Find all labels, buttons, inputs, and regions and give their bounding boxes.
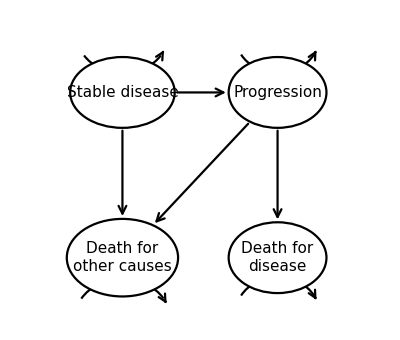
Text: Stable disease: Stable disease: [66, 85, 178, 100]
Text: Death for
disease: Death for disease: [242, 241, 314, 274]
Ellipse shape: [70, 57, 175, 128]
Text: Death for
other causes: Death for other causes: [73, 241, 172, 274]
Ellipse shape: [229, 57, 326, 128]
Ellipse shape: [229, 222, 326, 293]
Ellipse shape: [67, 219, 178, 296]
Text: Progression: Progression: [233, 85, 322, 100]
